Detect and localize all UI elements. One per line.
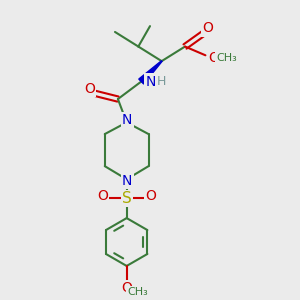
Text: O: O <box>84 82 95 96</box>
Text: H: H <box>156 75 166 88</box>
Text: N: N <box>122 113 132 127</box>
Text: O: O <box>97 189 108 203</box>
Text: CH₃: CH₃ <box>128 286 148 297</box>
Text: N: N <box>122 174 132 188</box>
Text: O: O <box>202 22 213 35</box>
Polygon shape <box>139 61 162 84</box>
Text: O: O <box>208 51 219 65</box>
Text: O: O <box>146 189 156 203</box>
Text: N: N <box>146 75 156 88</box>
Text: CH₃: CH₃ <box>216 53 237 63</box>
Text: O: O <box>121 281 132 295</box>
Text: S: S <box>122 191 131 206</box>
